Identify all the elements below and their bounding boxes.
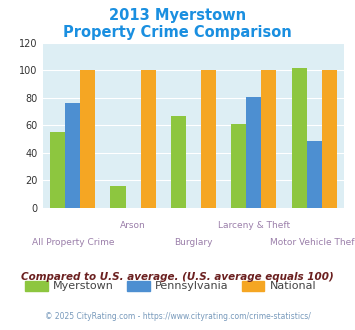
Bar — [141, 70, 156, 208]
Bar — [80, 70, 95, 208]
Text: Compared to U.S. average. (U.S. average equals 100): Compared to U.S. average. (U.S. average … — [21, 272, 334, 282]
Bar — [50, 132, 65, 208]
Bar — [322, 70, 337, 208]
Legend: Myerstown, Pennsylvania, National: Myerstown, Pennsylvania, National — [21, 276, 321, 296]
Text: Burglary: Burglary — [174, 238, 213, 247]
Bar — [246, 96, 261, 208]
Bar — [110, 186, 126, 208]
Text: © 2025 CityRating.com - https://www.cityrating.com/crime-statistics/: © 2025 CityRating.com - https://www.city… — [45, 312, 310, 321]
Bar — [231, 124, 246, 208]
Text: Arson: Arson — [120, 221, 146, 230]
Bar — [201, 70, 216, 208]
Text: Motor Vehicle Theft: Motor Vehicle Theft — [270, 238, 355, 247]
Bar — [171, 116, 186, 208]
Bar — [291, 68, 307, 208]
Bar — [307, 141, 322, 208]
Bar — [65, 103, 80, 208]
Bar — [261, 70, 277, 208]
Text: 2013 Myerstown: 2013 Myerstown — [109, 8, 246, 23]
Text: Larceny & Theft: Larceny & Theft — [218, 221, 290, 230]
Text: All Property Crime: All Property Crime — [32, 238, 114, 247]
Text: Property Crime Comparison: Property Crime Comparison — [63, 25, 292, 40]
